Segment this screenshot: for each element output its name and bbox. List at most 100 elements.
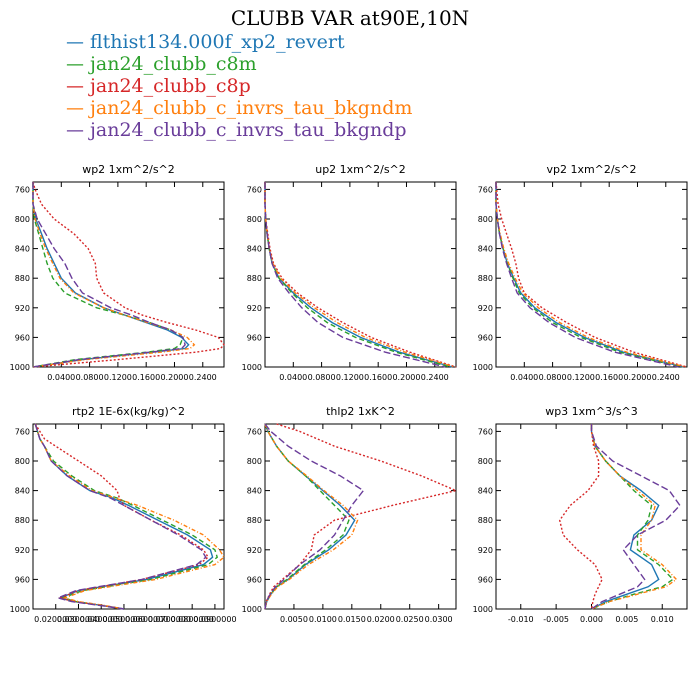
- y-tick-label: 1000: [10, 605, 30, 614]
- y-tick-label: 880: [15, 274, 30, 283]
- x-tick-label: 0.0400000: [80, 615, 123, 624]
- y-tick-label: 880: [247, 516, 262, 525]
- chart-title: vp2 1xm^2/s^2: [546, 163, 636, 176]
- plot-frame: [495, 423, 688, 610]
- x-tick-label: 0.1600: [595, 373, 623, 382]
- y-tick-label: 840: [478, 487, 493, 496]
- y-tick-label: 840: [247, 487, 262, 496]
- series-line: [558, 424, 603, 610]
- y-tick-label: 880: [247, 274, 262, 283]
- y-tick-label: 760: [15, 185, 30, 194]
- legend-item: — jan24_clubb_c8p: [66, 75, 412, 97]
- x-tick-label: 0.1600: [132, 373, 160, 382]
- series-line: [264, 423, 359, 610]
- legend-swatch: —: [66, 76, 84, 97]
- series-line: [264, 423, 459, 610]
- y-tick-label: 800: [478, 457, 493, 466]
- series-line: [495, 182, 682, 368]
- series-line: [495, 182, 679, 368]
- series-line: [34, 423, 219, 610]
- series-line: [495, 181, 688, 368]
- y-tick-label: 840: [15, 245, 30, 254]
- x-tick-label: 0.1200: [567, 373, 595, 382]
- plot-frame: [32, 181, 225, 368]
- y-tick-label: 960: [478, 575, 493, 584]
- x-tick-label: -0.010: [508, 615, 534, 624]
- figure-title: CLUBB VAR at90E,10N: [230, 6, 470, 30]
- x-tick-label: 0.2400: [421, 373, 449, 382]
- x-tick-label: 0.1600: [364, 373, 392, 382]
- x-tick-label: 0.0600000: [125, 615, 168, 624]
- y-tick-label: 800: [247, 457, 262, 466]
- x-tick-label: 0.0500000: [102, 615, 145, 624]
- series-line: [264, 423, 356, 610]
- legend: — flthist134.000f_xp2_revert — jan24_clubb…: [66, 31, 412, 141]
- x-tick-label: 0.1200: [336, 373, 364, 382]
- x-tick-label: 0.0200000: [34, 615, 77, 624]
- x-tick-label: 0.0300: [425, 615, 453, 624]
- series-line: [264, 182, 455, 368]
- chart-title: wp2 1xm^2/s^2: [82, 163, 175, 176]
- series-line: [34, 423, 214, 610]
- x-tick-label: 0.0400: [279, 373, 307, 382]
- legend-item: — flthist134.000f_xp2_revert: [66, 31, 412, 53]
- y-tick-label: 920: [15, 546, 30, 555]
- y-tick-label: 800: [15, 215, 30, 224]
- y-tick-label: 920: [247, 546, 262, 555]
- x-tick-label: 0.000: [580, 615, 603, 624]
- y-tick-label: 1000: [473, 363, 493, 372]
- series-line: [495, 182, 686, 368]
- y-tick-label: 960: [247, 333, 262, 342]
- x-tick-label: 0.2400: [652, 373, 680, 382]
- y-tick-label: 840: [15, 487, 30, 496]
- plot-frame: [495, 181, 688, 368]
- series-line: [590, 424, 674, 610]
- legend-item: — jan24_clubb_c_invrs_tau_bkgndp: [66, 119, 412, 141]
- x-tick-label: 0.1200: [104, 373, 132, 382]
- y-tick-label: 760: [478, 185, 493, 194]
- x-tick-label: 0.0800: [308, 373, 336, 382]
- y-tick-label: 880: [478, 274, 493, 283]
- chart-panel: up2 1xm^2/s^2 760 800 840 880 920 960 1000 0.040…: [242, 163, 457, 382]
- plot-frame: [264, 181, 457, 368]
- plot-frame: [264, 423, 457, 610]
- x-tick-label: 0.2000: [392, 373, 420, 382]
- x-tick-label: 0.2000: [160, 373, 188, 382]
- x-tick-label: 0.0050: [280, 615, 308, 624]
- legend-item: — jan24_clubb_c8m: [66, 53, 412, 75]
- series-line: [34, 423, 210, 610]
- y-tick-label: 760: [247, 427, 262, 436]
- y-tick-label: 800: [478, 215, 493, 224]
- legend-label: jan24_clubb_c8m: [90, 53, 257, 75]
- series-line: [264, 182, 453, 368]
- legend-label: jan24_clubb_c_invrs_tau_bkgndm: [90, 97, 413, 119]
- chart-panel: wp2 1xm^2/s^2 760 800 840 880 920 960 1000 0.040…: [10, 163, 225, 382]
- x-tick-label: 0.0200: [367, 615, 395, 624]
- x-tick-label: 0.0100: [309, 615, 337, 624]
- x-tick-label: 0.0300000: [57, 615, 100, 624]
- series-line: [32, 182, 190, 368]
- y-tick-label: 800: [247, 215, 262, 224]
- y-tick-label: 760: [15, 427, 30, 436]
- series-line: [264, 182, 451, 368]
- series-line: [264, 423, 350, 610]
- plot-frame: [32, 423, 225, 610]
- y-tick-label: 960: [15, 333, 30, 342]
- x-tick-label: 0.0400: [510, 373, 538, 382]
- x-tick-label: 0.010: [651, 615, 674, 624]
- legend-swatch: —: [66, 98, 84, 119]
- chart-title: wp3 1xm^3/s^3: [545, 405, 638, 418]
- series-line: [32, 181, 225, 368]
- y-tick-label: 920: [247, 304, 262, 313]
- y-tick-label: 920: [15, 304, 30, 313]
- legend-label: flthist134.000f_xp2_revert: [90, 31, 345, 53]
- legend-swatch: —: [66, 32, 84, 53]
- legend-label: jan24_clubb_c_invrs_tau_bkgndp: [90, 119, 407, 141]
- x-tick-label: 0.0400: [47, 373, 75, 382]
- series-line: [32, 182, 184, 368]
- y-tick-label: 920: [478, 546, 493, 555]
- x-tick-label: 0.2400: [189, 373, 217, 382]
- x-tick-label: 0.0250: [396, 615, 424, 624]
